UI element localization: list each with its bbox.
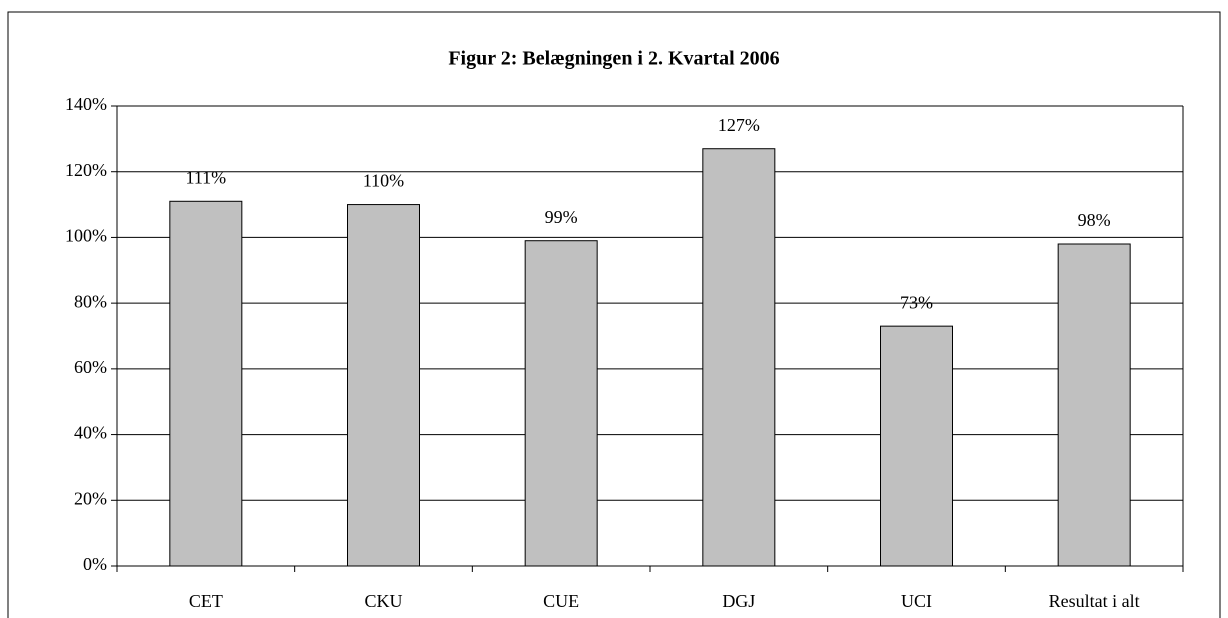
x-tick-label: DGJ bbox=[722, 591, 755, 611]
y-tick-label: 40% bbox=[74, 423, 107, 443]
data-label: 111% bbox=[185, 167, 226, 187]
data-label: 127% bbox=[718, 115, 760, 135]
bar bbox=[524, 240, 598, 567]
x-tick-label: CUE bbox=[543, 591, 579, 611]
y-tick-label: 20% bbox=[74, 488, 107, 508]
bar bbox=[702, 148, 776, 567]
x-tick-label: CET bbox=[189, 591, 223, 611]
bar bbox=[169, 200, 243, 567]
data-label: 73% bbox=[900, 292, 933, 312]
y-tick-label: 0% bbox=[83, 554, 107, 574]
bar bbox=[1057, 243, 1131, 567]
x-tick-label: Resultat i alt bbox=[1049, 591, 1140, 611]
data-label: 99% bbox=[545, 207, 578, 227]
y-tick-label: 120% bbox=[65, 160, 107, 180]
chart-title: Figur 2: Belægningen i 2. Kvartal 2006 bbox=[448, 48, 779, 70]
chart-frame bbox=[7, 11, 1221, 618]
bar bbox=[880, 325, 953, 567]
x-tick-label: UCI bbox=[901, 591, 932, 611]
data-label: 98% bbox=[1078, 210, 1111, 230]
data-label: 110% bbox=[363, 171, 404, 191]
y-tick-label: 140% bbox=[65, 94, 107, 114]
x-tick-label: CKU bbox=[364, 591, 402, 611]
y-tick-label: 100% bbox=[65, 226, 107, 246]
y-tick-label: 80% bbox=[74, 291, 107, 311]
bar bbox=[347, 204, 420, 567]
y-tick-label: 60% bbox=[74, 357, 107, 377]
